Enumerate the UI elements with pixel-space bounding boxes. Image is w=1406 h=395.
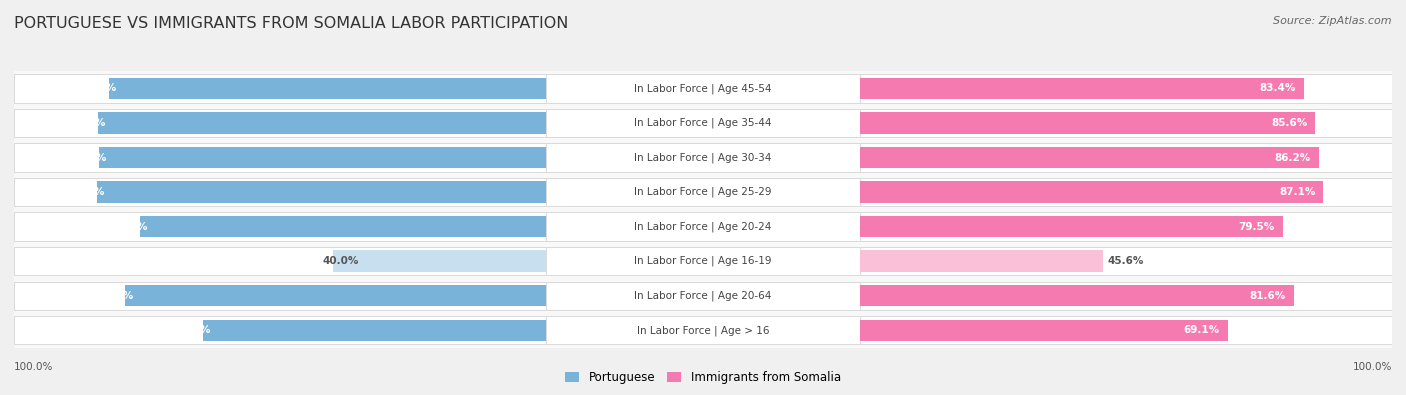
Bar	[860, 320, 1227, 341]
Bar	[860, 213, 1392, 241]
Text: In Labor Force | Age 35-44: In Labor Force | Age 35-44	[634, 118, 772, 128]
Text: 84.4%: 84.4%	[69, 187, 105, 197]
Text: PORTUGUESE VS IMMIGRANTS FROM SOMALIA LABOR PARTICIPATION: PORTUGUESE VS IMMIGRANTS FROM SOMALIA LA…	[14, 16, 568, 31]
Bar	[860, 285, 1294, 307]
Bar	[860, 282, 1392, 310]
Bar	[860, 140, 1392, 175]
Bar	[14, 244, 546, 278]
Bar	[14, 71, 546, 106]
Bar	[860, 278, 1392, 313]
Bar	[546, 244, 860, 278]
Bar	[546, 71, 860, 106]
Bar	[14, 316, 546, 344]
Bar	[333, 250, 546, 272]
Bar	[860, 106, 1392, 140]
Bar	[860, 316, 1392, 344]
Bar	[97, 181, 546, 203]
Bar	[546, 247, 860, 275]
Text: 100.0%: 100.0%	[14, 362, 53, 372]
Bar	[546, 316, 860, 344]
Text: 87.1%: 87.1%	[1279, 187, 1316, 197]
Bar	[860, 313, 1392, 348]
Bar	[860, 178, 1392, 206]
Text: Source: ZipAtlas.com: Source: ZipAtlas.com	[1274, 16, 1392, 26]
Bar	[860, 112, 1316, 134]
Text: 76.4%: 76.4%	[111, 222, 148, 231]
Text: 64.4%: 64.4%	[174, 325, 211, 335]
Bar	[14, 247, 546, 275]
Bar	[546, 282, 860, 310]
Text: 84.0%: 84.0%	[70, 152, 107, 162]
Text: In Labor Force | Age 20-24: In Labor Force | Age 20-24	[634, 221, 772, 232]
Text: 86.2%: 86.2%	[1274, 152, 1310, 162]
Text: 83.4%: 83.4%	[1260, 83, 1296, 93]
Text: 84.3%: 84.3%	[69, 118, 105, 128]
Bar	[14, 175, 546, 209]
Bar	[108, 78, 546, 99]
Bar	[860, 71, 1392, 106]
Bar	[860, 216, 1282, 237]
Bar	[546, 213, 860, 241]
Bar	[860, 74, 1392, 103]
Bar	[14, 278, 546, 313]
Bar	[546, 175, 860, 209]
Bar	[14, 143, 546, 172]
Legend: Portuguese, Immigrants from Somalia: Portuguese, Immigrants from Somalia	[561, 367, 845, 389]
Text: 100.0%: 100.0%	[1353, 362, 1392, 372]
Text: In Labor Force | Age 30-34: In Labor Force | Age 30-34	[634, 152, 772, 163]
Text: In Labor Force | Age > 16: In Labor Force | Age > 16	[637, 325, 769, 336]
Bar	[546, 140, 860, 175]
Bar	[546, 143, 860, 172]
Bar	[860, 109, 1392, 137]
Bar	[14, 109, 546, 137]
Bar	[14, 178, 546, 206]
Text: 85.6%: 85.6%	[1271, 118, 1308, 128]
Bar	[546, 278, 860, 313]
Bar	[14, 74, 546, 103]
Bar	[14, 209, 546, 244]
Text: 81.6%: 81.6%	[1250, 291, 1286, 301]
Bar	[860, 247, 1392, 275]
Text: 79.1%: 79.1%	[97, 291, 134, 301]
Bar	[860, 250, 1102, 272]
Bar	[860, 143, 1392, 172]
Bar	[860, 209, 1392, 244]
Bar	[100, 147, 546, 168]
Bar	[860, 244, 1392, 278]
Bar	[14, 282, 546, 310]
Bar	[546, 109, 860, 137]
Text: 45.6%: 45.6%	[1108, 256, 1144, 266]
Text: In Labor Force | Age 20-64: In Labor Force | Age 20-64	[634, 290, 772, 301]
Bar	[546, 178, 860, 206]
Bar	[125, 285, 546, 307]
Text: In Labor Force | Age 25-29: In Labor Force | Age 25-29	[634, 187, 772, 198]
Bar	[860, 78, 1303, 99]
Bar	[14, 106, 546, 140]
Bar	[546, 209, 860, 244]
Bar	[139, 216, 546, 237]
Bar	[546, 74, 860, 103]
Text: In Labor Force | Age 45-54: In Labor Force | Age 45-54	[634, 83, 772, 94]
Bar	[546, 313, 860, 348]
Bar	[860, 175, 1392, 209]
Bar	[860, 147, 1319, 168]
Bar	[860, 181, 1323, 203]
Bar	[14, 140, 546, 175]
Text: In Labor Force | Age 16-19: In Labor Force | Age 16-19	[634, 256, 772, 267]
Bar	[546, 106, 860, 140]
Text: 40.0%: 40.0%	[322, 256, 359, 266]
Bar	[97, 112, 546, 134]
Bar	[14, 213, 546, 241]
Bar	[204, 320, 546, 341]
Text: 69.1%: 69.1%	[1184, 325, 1219, 335]
Text: 79.5%: 79.5%	[1239, 222, 1275, 231]
Text: 82.2%: 82.2%	[80, 83, 117, 93]
Bar	[14, 313, 546, 348]
